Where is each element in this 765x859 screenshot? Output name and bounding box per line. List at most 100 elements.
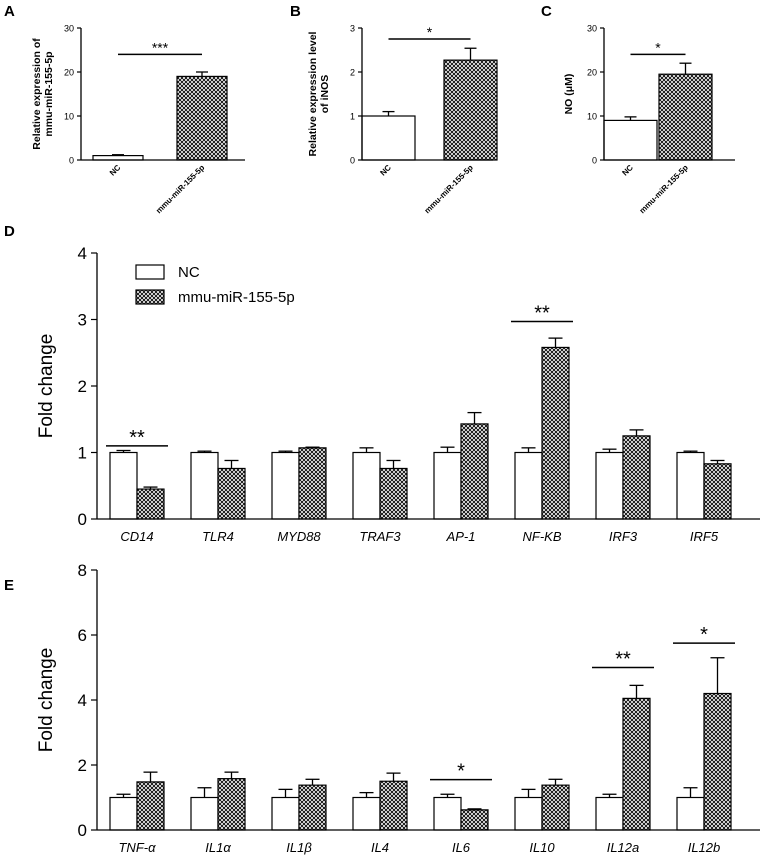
bar-d-5-nc <box>514 451 543 520</box>
y-axis-label-c: NO (μM) <box>563 74 575 115</box>
y-tick-label-e-0: 0 <box>78 821 87 840</box>
bar-b-1 <box>443 59 498 161</box>
x-tick-label-e-6: IL12a <box>607 840 640 855</box>
bar-e-7-nc <box>676 796 705 831</box>
significance-label-e-1: ** <box>615 649 631 671</box>
x-tick-label-d-4: AP-1 <box>446 529 476 544</box>
x-tick-label-d-1: TLR4 <box>202 529 234 544</box>
y-axis-label-a: Relative expression ofmmu-miR-155-5p <box>31 38 55 150</box>
y-axis-label-line-b-0: Relative expression level <box>307 31 319 156</box>
bar-b-0 <box>361 115 416 161</box>
bar-e-2-nc <box>271 796 300 831</box>
panel-label-d: D <box>4 223 15 240</box>
significance-label-a-0: *** <box>152 39 169 55</box>
legend-label-nc: NC <box>178 264 200 281</box>
y-tick-label-c-2: 20 <box>587 68 597 78</box>
bar-e-1-mir <box>217 778 246 831</box>
y-tick-label-c-3: 30 <box>587 24 597 34</box>
bar-d-2-mir <box>298 447 327 520</box>
x-tick-label-e-7: IL12b <box>688 840 721 855</box>
bar-e-1-nc <box>190 796 219 831</box>
y-tick-label-a-1: 10 <box>64 112 74 122</box>
y-axis-label-line-c-0: NO (μM) <box>563 74 575 115</box>
bar-e-3-nc <box>352 796 381 831</box>
x-tick-label-e-2: IL1β <box>286 840 312 855</box>
y-axis-label-d: Fold change <box>36 334 57 439</box>
y-axis-label-e: Fold change <box>36 648 57 753</box>
bar-c-1 <box>658 73 713 161</box>
y-tick-label-b-1: 1 <box>350 112 355 122</box>
bar-c-0 <box>603 119 658 161</box>
bar-d-7-mir <box>703 463 732 520</box>
bar-d-6-mir <box>622 435 651 520</box>
y-axis-label-b: Relative expression levelof iNOS <box>307 31 331 156</box>
x-tick-label-b-0: NC <box>378 163 393 178</box>
y-tick-label-d-1: 1 <box>78 444 87 463</box>
bar-d-1-nc <box>190 451 219 520</box>
bar-e-0-nc <box>109 796 138 831</box>
x-tick-label-d-7: IRF5 <box>690 529 719 544</box>
y-tick-label-a-0: 0 <box>69 156 74 166</box>
panel-label-b: B <box>290 3 301 20</box>
bar-e-4-mir <box>460 809 489 831</box>
bar-e-2-mir <box>298 784 327 831</box>
y-tick-label-b-3: 3 <box>350 24 355 34</box>
x-tick-label-e-4: IL6 <box>452 840 471 855</box>
y-tick-label-b-0: 0 <box>350 156 355 166</box>
chart-panel-c: 0 10 20 30 NC mmu-miR-155-5p NO (μM) * <box>563 24 735 215</box>
x-tick-label-e-0: TNF-α <box>118 840 156 855</box>
bar-e-6-mir <box>622 697 651 831</box>
y-tick-label-d-4: 4 <box>78 244 87 263</box>
bar-e-4-nc <box>433 796 462 831</box>
significance-label-b-0: * <box>427 24 433 40</box>
x-tick-label-e-5: IL10 <box>529 840 555 855</box>
x-tick-label-c-0: NC <box>620 163 635 178</box>
y-tick-label-e-3: 6 <box>78 626 87 645</box>
bar-e-3-mir <box>379 780 408 831</box>
chart-panel-e: TNF-α IL1α IL1β IL4 IL6 IL10 IL12a IL12b 0 2 4 6 8 Fo… <box>36 561 760 855</box>
bar-e-7-mir <box>703 692 732 831</box>
x-tick-label-d-0: CD14 <box>120 529 153 544</box>
significance-label-e-2: * <box>700 624 708 646</box>
bar-d-0-nc <box>109 451 138 520</box>
legend-swatch-mir <box>135 289 165 305</box>
bar-d-3-nc <box>352 451 381 520</box>
bar-e-6-nc <box>595 796 624 831</box>
bar-e-0-mir <box>136 781 165 831</box>
panel-label-c: C <box>541 3 552 20</box>
bar-d-0-mir <box>136 488 165 520</box>
y-tick-label-d-2: 2 <box>78 377 87 396</box>
legend-label-mir: mmu-miR-155-5p <box>178 289 295 306</box>
chart-panel-d: CD14 TLR4 MYD88 TRAF3 AP-1 NF-KB IRF3 IRF5 0 1 2 3 4… <box>36 244 760 544</box>
bar-a-0 <box>92 155 144 161</box>
panel-label-a: A <box>4 3 15 20</box>
y-tick-label-c-1: 10 <box>587 112 597 122</box>
legend-swatch-nc <box>135 264 165 280</box>
significance-label-d-0: ** <box>129 427 145 449</box>
bar-e-5-mir <box>541 784 570 831</box>
x-tick-label-d-3: TRAF3 <box>359 529 401 544</box>
panel-label-e: E <box>4 577 14 594</box>
y-axis-label-line-a-0: Relative expression of <box>31 38 43 150</box>
y-tick-label-e-1: 2 <box>78 756 87 775</box>
y-tick-label-d-0: 0 <box>78 510 87 529</box>
y-tick-label-c-0: 0 <box>592 156 597 166</box>
y-tick-label-e-4: 8 <box>78 561 87 580</box>
bar-d-2-nc <box>271 451 300 520</box>
bar-e-5-nc <box>514 796 543 831</box>
bar-d-6-nc <box>595 451 624 520</box>
y-axis-label-line-b-1: of iNOS <box>319 75 331 114</box>
chart-panel-b: 0 1 2 3 NC mmu-miR-155-5p Relative expression … <box>307 24 498 215</box>
bar-d-3-mir <box>379 467 408 520</box>
bar-d-7-nc <box>676 451 705 520</box>
bar-a-1 <box>176 75 228 161</box>
x-tick-label-a-0: NC <box>108 163 123 178</box>
y-tick-label-b-2: 2 <box>350 68 355 78</box>
y-tick-label-d-3: 3 <box>78 311 87 330</box>
y-axis-label-line-a-1: mmu-miR-155-5p <box>43 51 55 136</box>
x-tick-label-e-3: IL4 <box>371 840 389 855</box>
bar-d-1-mir <box>217 467 246 520</box>
x-tick-label-c-1: mmu-miR-155-5p <box>638 163 690 215</box>
